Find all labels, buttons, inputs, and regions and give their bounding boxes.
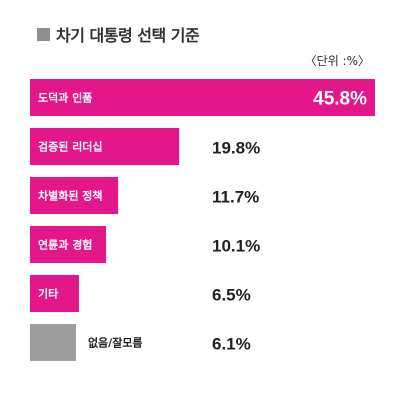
category-label-5: 없음/잘모름 [88, 337, 143, 350]
chart-title-group: 차기 대통령 선택 기준 [37, 22, 200, 46]
unit-label: 〈단위 :%〉 [304, 54, 370, 68]
value-label-5: 6.1% [212, 335, 251, 354]
chart-title: 차기 대통령 선택 기준 [56, 26, 200, 45]
category-label-3: 연륜과 경험 [38, 238, 92, 252]
value-label-2: 11.7% [212, 188, 259, 207]
category-label-2: 차별화된 정책 [38, 189, 103, 203]
bar-4 [30, 275, 79, 312]
bar-5 [30, 324, 76, 361]
bar-1 [30, 128, 180, 165]
title-square-icon [37, 27, 50, 41]
value-label-1: 19.8% [212, 139, 260, 158]
category-label-4: 기타 [38, 287, 59, 301]
bar-3 [30, 226, 107, 263]
value-label-4: 6.5% [212, 286, 251, 305]
value-label-0: 45.8% [313, 89, 367, 110]
category-label-1: 검증된 리더십 [38, 140, 103, 154]
bar-2 [30, 177, 119, 214]
category-label-0: 도덕과 인품 [38, 91, 92, 105]
bar-0 [30, 79, 375, 116]
value-label-3: 10.1% [212, 237, 260, 256]
